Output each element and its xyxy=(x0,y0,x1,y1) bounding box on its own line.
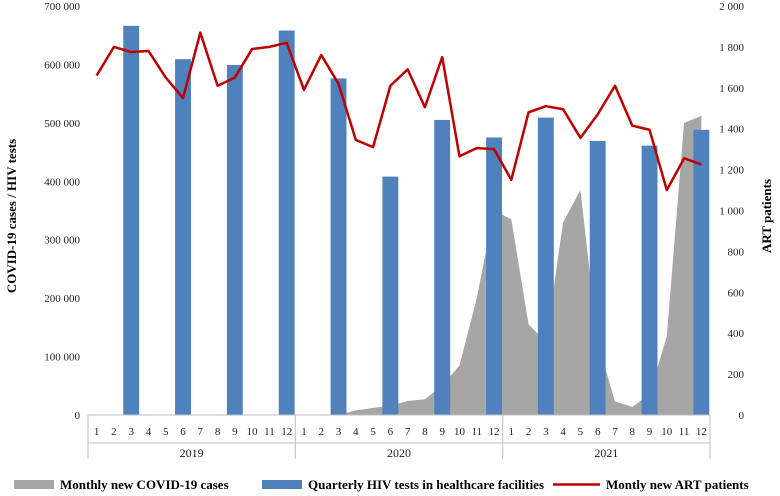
month-tick-label: 7 xyxy=(612,426,618,438)
hiv-bar-series xyxy=(123,25,710,416)
art-line-series xyxy=(95,31,702,192)
hiv-bar xyxy=(486,137,502,415)
month-tick-label: 3 xyxy=(128,426,134,438)
month-tick-label: 9 xyxy=(439,426,445,438)
right-axis-ticks: 0 200 400 600 800 1 000 1 200 1 400 1 600 1 800 2 … xyxy=(719,1,744,422)
legend-label-hiv: Quarterly HIV tests in healthcare facili… xyxy=(308,477,544,492)
legend-swatch-hiv xyxy=(262,480,302,489)
month-tick-label: 7 xyxy=(405,426,411,438)
legend-swatch-covid xyxy=(14,480,54,489)
month-tick-label: 10 xyxy=(247,426,259,438)
month-tick-label: 1 xyxy=(94,426,100,438)
left-tick-label: 200 000 xyxy=(44,293,80,305)
right-tick-label: 400 xyxy=(728,328,745,340)
month-tick-label: 4 xyxy=(353,426,359,438)
hiv-bar xyxy=(589,140,606,415)
month-tick-label: 12 xyxy=(696,426,707,438)
right-tick-label: 1 000 xyxy=(719,206,744,218)
hiv-bar xyxy=(382,176,399,415)
month-tick-label: 10 xyxy=(454,426,466,438)
year-label: 2020 xyxy=(387,446,411,460)
hiv-bar xyxy=(226,65,243,416)
hiv-bar xyxy=(641,145,658,415)
hiv-bar xyxy=(434,119,451,415)
month-tick-label: 2 xyxy=(111,426,117,438)
month-tick-label: 3 xyxy=(543,426,549,438)
month-tick-label: 11 xyxy=(679,426,690,438)
right-tick-label: 1 400 xyxy=(719,124,744,136)
month-tick-label: 4 xyxy=(146,426,152,438)
month-tick-label: 9 xyxy=(647,426,653,438)
month-tick-label: 2 xyxy=(526,426,532,438)
month-tick-label: 4 xyxy=(560,426,566,438)
left-tick-label: 400 000 xyxy=(44,176,80,188)
month-tick-label: 8 xyxy=(630,426,636,438)
year-label: 2021 xyxy=(594,446,618,460)
month-tick-label: 12 xyxy=(489,426,500,438)
month-tick-label: 9 xyxy=(232,426,238,438)
hiv-bar xyxy=(175,59,191,416)
right-tick-label: 1 600 xyxy=(719,83,744,95)
right-tick-label: 800 xyxy=(728,246,745,258)
left-tick-label: 500 000 xyxy=(44,118,80,130)
hiv-bar xyxy=(123,25,140,415)
left-axis-title: COVID-19 cases / HIV tests xyxy=(4,139,19,293)
month-tick-label: 1 xyxy=(301,426,307,438)
month-tick-label: 6 xyxy=(180,426,186,438)
left-tick-label: 700 000 xyxy=(44,1,80,13)
month-tick-label: 5 xyxy=(163,426,169,438)
right-tick-label: 200 xyxy=(728,369,745,381)
month-tick-label: 12 xyxy=(281,426,292,438)
hiv-bar xyxy=(537,117,554,415)
month-tick-label: 5 xyxy=(578,426,584,438)
right-tick-label: 600 xyxy=(728,287,745,299)
month-tick-label: 5 xyxy=(370,426,376,438)
left-tick-label: 600 000 xyxy=(44,59,80,71)
month-tick-label: 8 xyxy=(215,426,221,438)
hiv-bar xyxy=(693,129,710,415)
left-axis-ticks: 0 100 000 200 000 300 000 400 000 500 000 600 … xyxy=(44,1,80,422)
art-line xyxy=(95,31,702,192)
month-tick-label: 8 xyxy=(422,426,428,438)
right-axis-title: ART patients xyxy=(759,179,774,253)
month-tick-label: 7 xyxy=(198,426,204,438)
month-tick-label: 10 xyxy=(661,426,673,438)
year-separators xyxy=(87,415,711,459)
hiv-bar xyxy=(330,78,347,416)
month-tick-label: 11 xyxy=(471,426,482,438)
month-tick-labels: 1 2 3 4 5 6 7 8 9 10 11 12 1 2 3 4 5 6 7 8 9 10 11 12 1 2 3 4 5 6 7 8 9 1… xyxy=(94,426,707,438)
hiv-bar xyxy=(278,30,295,415)
month-tick-label: 6 xyxy=(595,426,601,438)
right-tick-label: 2 000 xyxy=(719,1,744,13)
legend-label-art: Montly new ART patients xyxy=(606,477,749,492)
month-tick-label: 2 xyxy=(319,426,325,438)
year-label: 2019 xyxy=(180,446,204,460)
month-tick-label: 3 xyxy=(336,426,342,438)
right-tick-label: 1 800 xyxy=(719,42,744,54)
right-tick-label: 1 200 xyxy=(719,165,744,177)
legend: Monthly new COVID-19 cases Quarterly HIV… xyxy=(14,477,749,492)
left-tick-label: 300 000 xyxy=(44,235,80,247)
left-tick-label: 0 xyxy=(75,410,81,422)
legend-label-covid: Monthly new COVID-19 cases xyxy=(60,477,229,492)
right-tick-label: 0 xyxy=(739,410,745,422)
month-tick-label: 11 xyxy=(264,426,275,438)
year-labels: 2019 2020 2021 xyxy=(180,446,619,460)
month-tick-label: 6 xyxy=(388,426,394,438)
month-tick-label: 1 xyxy=(509,426,515,438)
left-tick-label: 100 000 xyxy=(44,352,80,364)
